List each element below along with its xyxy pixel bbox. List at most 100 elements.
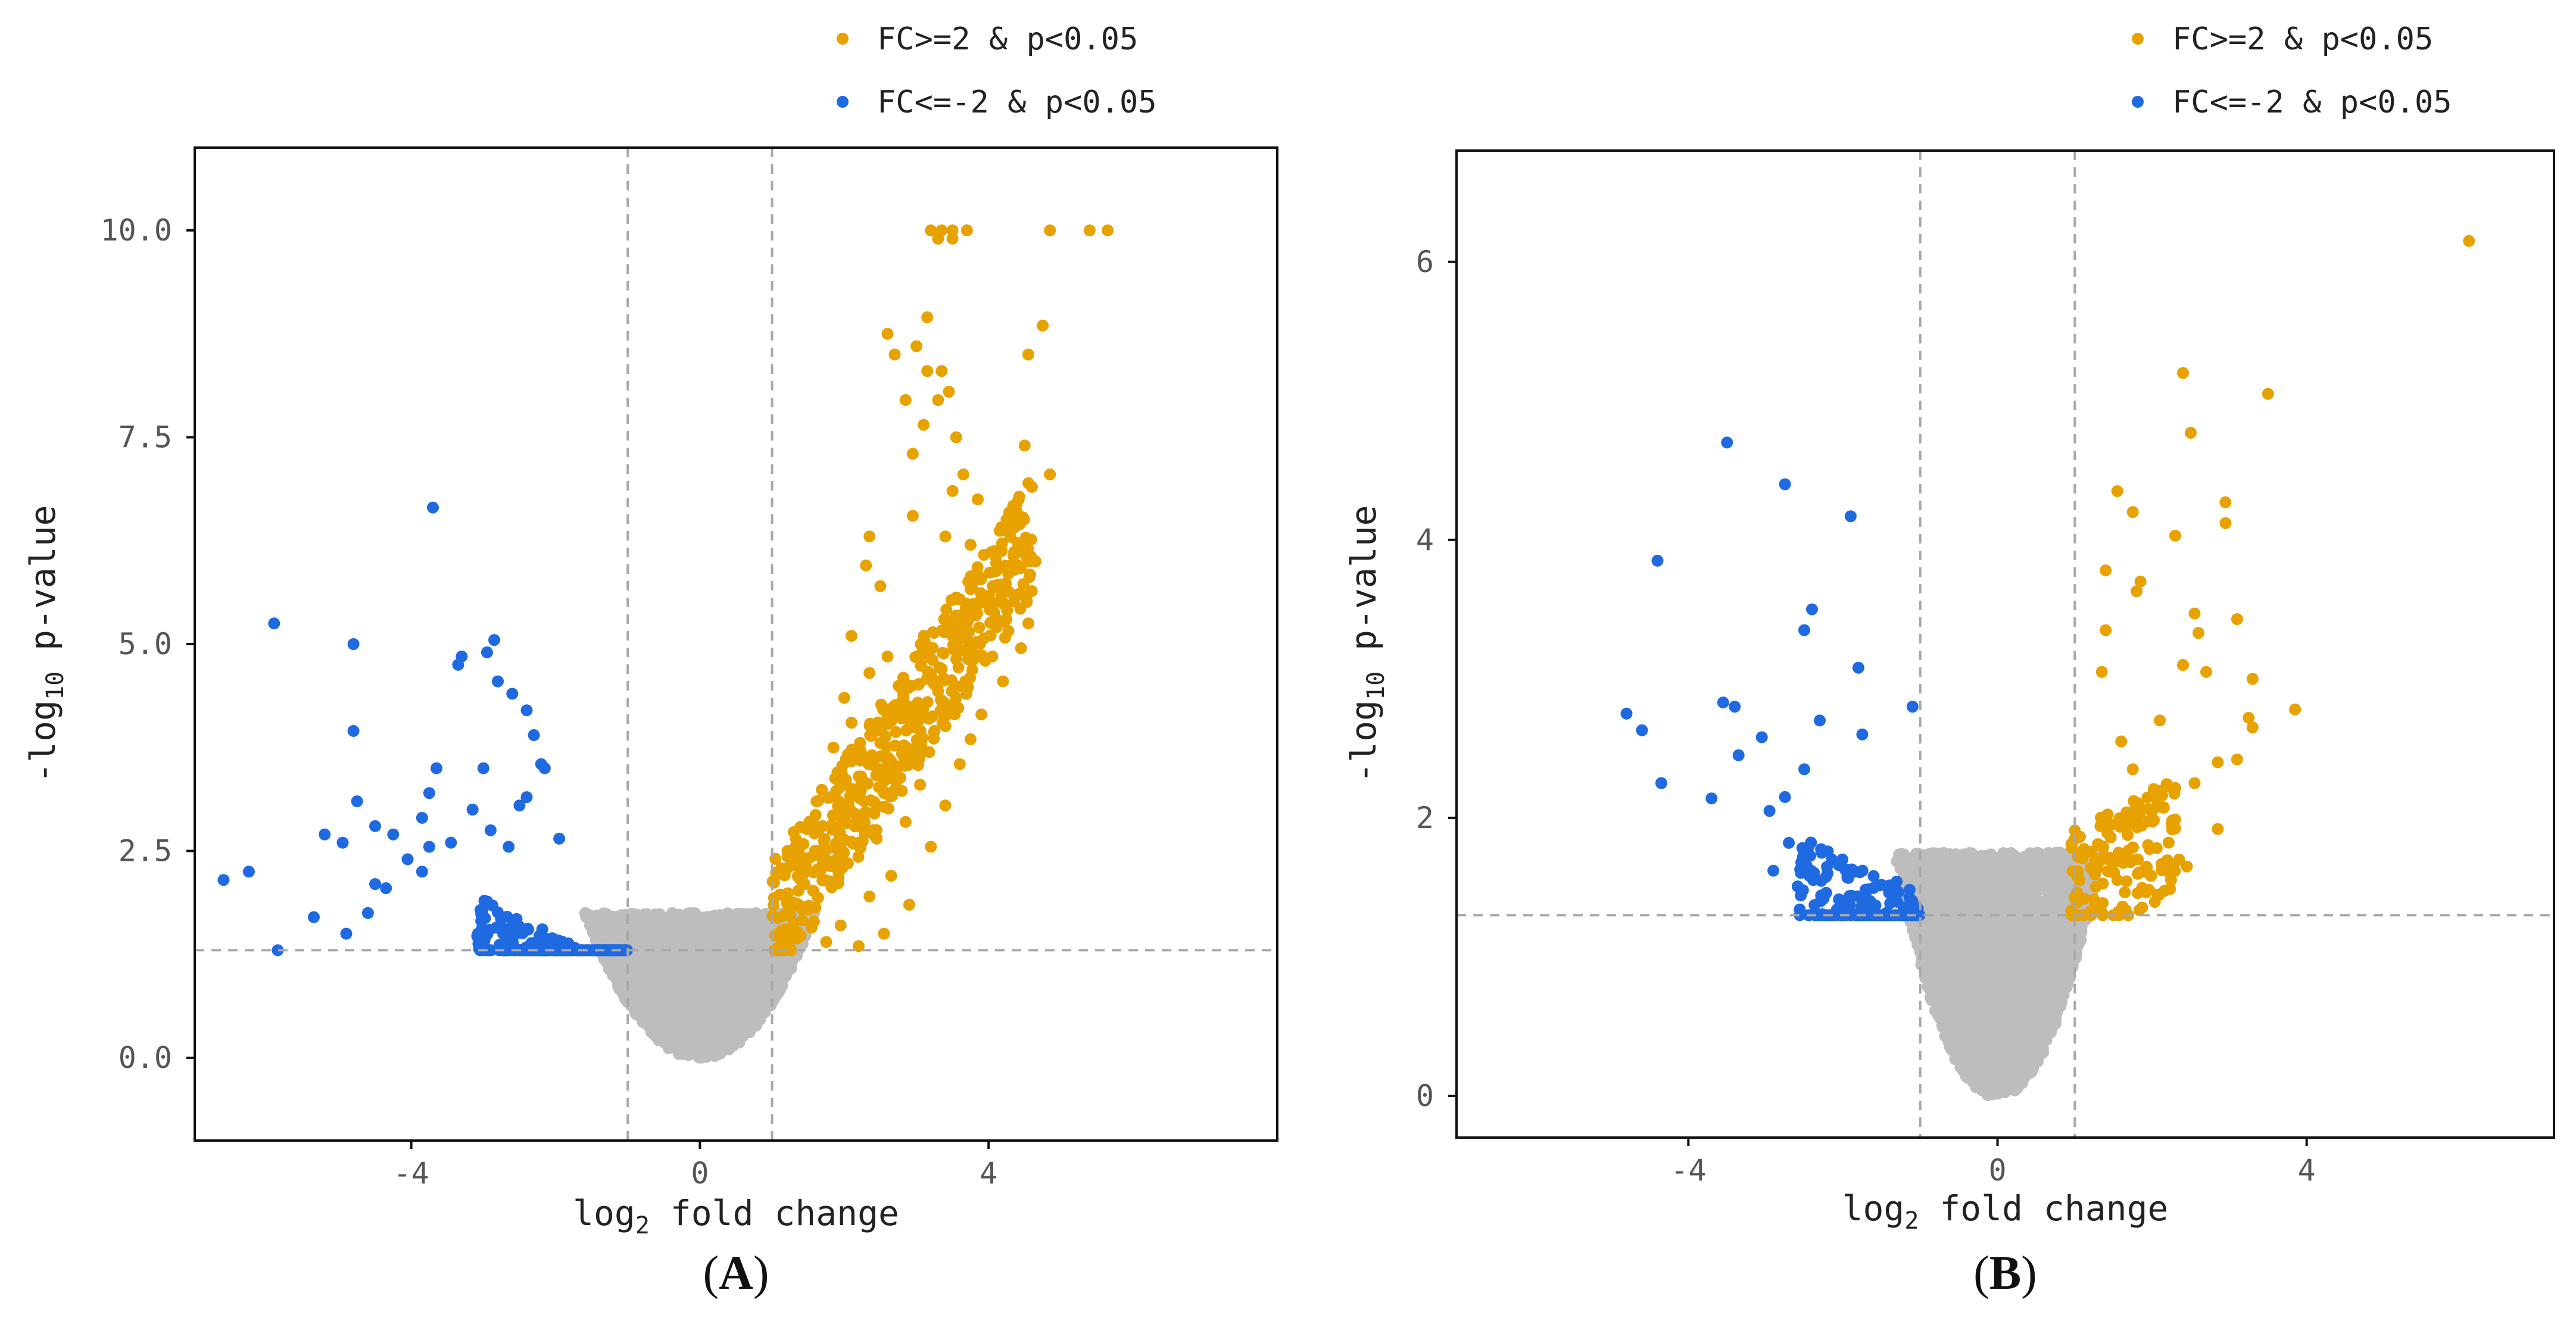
data-point (975, 572, 987, 584)
data-point (521, 704, 533, 716)
data-point (921, 365, 933, 377)
data-point (445, 837, 457, 849)
data-point (889, 349, 901, 361)
data-point (521, 791, 533, 803)
data-point (853, 770, 865, 782)
data-point (218, 874, 230, 886)
data-point (1102, 224, 1114, 236)
sig-point (988, 606, 1000, 618)
ns-point (645, 975, 657, 987)
ns-point (685, 1029, 697, 1041)
data-point (416, 866, 428, 877)
data-point (921, 311, 933, 323)
sig-point (996, 538, 1008, 549)
ns-point (659, 984, 671, 996)
data-point (950, 593, 962, 605)
data-point (932, 394, 944, 406)
ns-point (677, 1002, 689, 1014)
ns-point (751, 914, 763, 926)
ns-point (703, 1015, 715, 1027)
sig-point (1019, 548, 1031, 560)
sig-point (937, 647, 949, 659)
ns-point (709, 933, 721, 945)
sig-point (808, 916, 820, 927)
data-point (918, 419, 930, 431)
data-point (1022, 349, 1034, 361)
ns-point (711, 989, 723, 1001)
data-point (427, 502, 439, 514)
sig-point (984, 617, 996, 629)
sig-point (829, 773, 841, 785)
down-points (218, 502, 633, 957)
ns-point (592, 930, 604, 942)
legend-label: FC>=2 & p<0.05 (877, 21, 1138, 57)
data-point (431, 763, 442, 774)
ns-point (675, 939, 687, 951)
data-point (1015, 642, 1027, 654)
sig-point (836, 760, 848, 771)
sig-point (881, 741, 893, 753)
ns-point (648, 962, 660, 974)
data-point (828, 742, 840, 754)
data-point (268, 617, 280, 629)
data-point (369, 820, 381, 832)
sig-point (479, 895, 491, 907)
ns-point (758, 927, 770, 939)
data-point (863, 530, 875, 542)
sig-point (832, 873, 844, 885)
ns-point (679, 971, 691, 983)
data-point (809, 849, 821, 861)
sig-point (978, 549, 990, 561)
data-point (1019, 439, 1031, 451)
data-point (990, 551, 1002, 563)
sig-point (522, 923, 534, 935)
data-point (882, 328, 894, 340)
data-point (950, 700, 962, 712)
ns-point (731, 1016, 743, 1028)
data-point (863, 891, 875, 902)
y-tick-label: 7.5 (118, 420, 172, 455)
data-point (871, 725, 882, 737)
sig-point (827, 810, 839, 821)
ns-point (657, 1024, 669, 1036)
data-point (1022, 617, 1034, 629)
ns-point (746, 1010, 758, 1022)
legend-label: FC<=-2 & p<0.05 (877, 85, 1157, 120)
data-point (849, 808, 861, 820)
sig-point (960, 644, 972, 656)
data-point (907, 750, 919, 762)
ns-point (711, 955, 723, 967)
ns-point (647, 916, 659, 927)
data-point (935, 663, 947, 675)
sig-point (999, 632, 1011, 643)
sig-point (781, 897, 793, 909)
sig-point (893, 708, 905, 720)
data-point (788, 932, 800, 944)
sig-point (985, 630, 997, 642)
data-point (243, 866, 255, 877)
sig-point (890, 726, 902, 738)
sig-point (924, 746, 935, 758)
data-point (423, 787, 435, 799)
sig-point (881, 760, 893, 771)
data-point (928, 725, 940, 737)
data-point (940, 799, 952, 811)
sig-point (909, 651, 921, 663)
data-point (416, 812, 428, 824)
sig-point (938, 674, 950, 686)
ns-point (745, 983, 757, 995)
sig-point (960, 598, 972, 610)
sig-point (999, 524, 1011, 536)
data-point (961, 634, 973, 646)
data-point (997, 597, 1009, 609)
data-point (965, 539, 977, 551)
sig-point (890, 772, 902, 784)
ns-point (682, 958, 694, 970)
data-point (871, 833, 882, 845)
data-point (348, 725, 360, 737)
sig-point (1002, 568, 1014, 580)
x-tick-label: 0 (691, 1156, 709, 1191)
data-point (423, 841, 435, 853)
data-point (932, 233, 944, 245)
